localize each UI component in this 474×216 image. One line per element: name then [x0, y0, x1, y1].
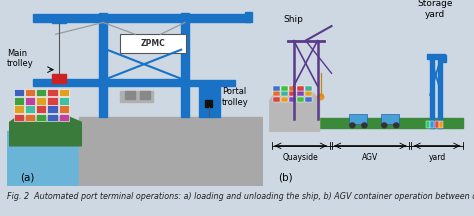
Bar	[245, 12, 252, 22]
Text: Fig. 2  Automated port terminal operations: a) loading and unloading the ship, b: Fig. 2 Automated port terminal operation…	[7, 192, 474, 201]
Polygon shape	[270, 91, 319, 131]
Bar	[36, 114, 46, 121]
Text: (a): (a)	[20, 172, 34, 182]
Bar	[13, 105, 24, 113]
Bar	[13, 89, 24, 96]
Bar	[305, 86, 312, 91]
Bar	[289, 91, 296, 97]
Circle shape	[382, 123, 387, 128]
Bar	[25, 97, 35, 105]
Bar	[281, 97, 288, 102]
Bar	[281, 86, 288, 91]
Text: yard: yard	[428, 153, 446, 162]
Text: Storage
yard: Storage yard	[417, 0, 453, 19]
Bar	[289, 86, 296, 91]
Circle shape	[393, 123, 399, 128]
Bar	[36, 97, 46, 105]
Bar	[79, 117, 263, 186]
Bar	[13, 97, 24, 105]
Bar	[13, 114, 24, 121]
Text: ZPMC: ZPMC	[141, 39, 165, 48]
Bar	[99, 13, 107, 117]
Bar	[273, 97, 280, 102]
Bar	[47, 97, 57, 105]
Bar	[199, 81, 219, 117]
Circle shape	[318, 94, 324, 100]
Bar	[33, 14, 250, 22]
Bar	[273, 86, 280, 91]
Bar	[59, 105, 69, 113]
Bar	[272, 118, 463, 128]
Bar	[297, 91, 304, 97]
Bar	[7, 131, 140, 186]
Bar	[435, 121, 439, 128]
Text: (b): (b)	[278, 172, 292, 182]
Text: Ship: Ship	[284, 15, 304, 24]
Bar	[125, 91, 135, 99]
Bar	[59, 97, 69, 105]
Bar	[120, 34, 186, 53]
Circle shape	[350, 123, 355, 128]
Bar	[140, 91, 150, 99]
Bar	[349, 114, 367, 124]
Bar	[430, 55, 434, 128]
Bar	[33, 79, 104, 86]
Bar	[59, 114, 69, 121]
Bar	[99, 79, 186, 86]
Bar	[25, 89, 35, 96]
Bar	[297, 86, 304, 91]
Bar	[439, 121, 443, 128]
Bar	[181, 13, 189, 117]
Bar	[36, 105, 46, 113]
Text: Portal
trolley: Portal trolley	[222, 87, 249, 106]
Bar	[120, 91, 153, 102]
Text: Quayside: Quayside	[283, 153, 319, 162]
Bar	[273, 91, 280, 97]
Polygon shape	[9, 117, 82, 146]
Text: AGV: AGV	[362, 153, 378, 162]
Bar	[305, 91, 312, 97]
Bar	[47, 105, 57, 113]
Bar	[47, 89, 57, 96]
Bar	[52, 18, 66, 23]
Bar	[430, 121, 435, 128]
Bar	[47, 114, 57, 121]
Bar	[381, 114, 399, 124]
Bar	[438, 55, 442, 128]
Bar	[36, 89, 46, 96]
Bar	[281, 91, 288, 97]
Bar	[52, 74, 66, 83]
Circle shape	[362, 123, 367, 128]
Bar	[289, 97, 296, 102]
Bar	[206, 100, 212, 107]
Bar	[305, 97, 312, 102]
Bar	[297, 97, 304, 102]
Bar	[427, 54, 445, 59]
Text: Main
trolley: Main trolley	[7, 49, 34, 68]
Bar	[59, 89, 69, 96]
Bar	[441, 55, 446, 62]
Bar	[25, 114, 35, 121]
Bar	[426, 121, 430, 128]
Bar	[189, 80, 235, 86]
Bar	[25, 105, 35, 113]
